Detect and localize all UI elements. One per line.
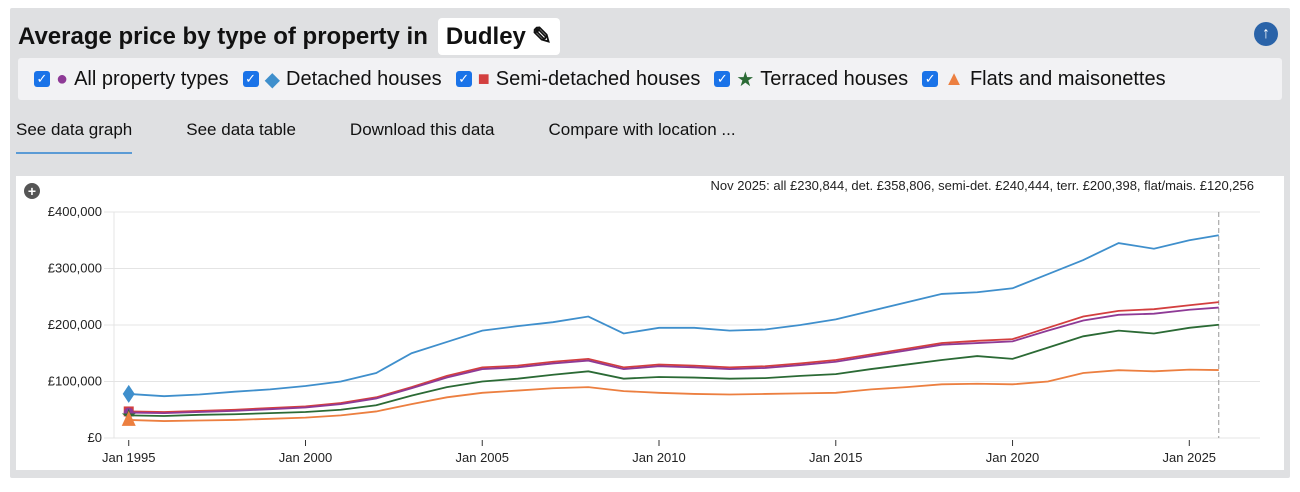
title-text: Average price by type of property in: [18, 22, 428, 50]
x-tick-label: Jan 1995: [102, 450, 156, 465]
legend-label: Terraced houses: [760, 67, 909, 90]
series-line-flats-and-maisonettes: [128, 368, 1219, 422]
zoom-plus: +: [28, 183, 36, 199]
zoom-in-icon[interactable]: [24, 183, 40, 199]
series-line-semi-detached-houses: [128, 301, 1219, 413]
circle-icon: ●: [56, 67, 69, 90]
chart-area: Nov 2025: all £230,844, det. £358,806, s…: [16, 176, 1284, 470]
location-name: Dudley: [445, 22, 526, 50]
line-chart: £0 £100,000 £200,000 £300,000 £400,000 Jan 19…: [24, 183, 1260, 465]
checkbox[interactable]: ✓: [714, 71, 731, 87]
x-tick-label: Jan 2015: [809, 450, 863, 465]
page-title: Average price by type of property in Dud…: [18, 18, 561, 55]
star-icon: ★: [736, 68, 755, 91]
triangle-icon: ▲: [944, 67, 964, 90]
triangle-marker: [121, 410, 136, 426]
series-line-all-property-types: [128, 306, 1219, 415]
x-tick-label: Jan 2025: [1163, 450, 1217, 465]
tab[interactable]: Download this data: [349, 120, 495, 139]
checkbox[interactable]: ✓: [242, 71, 259, 87]
legend-item[interactable]: ✓ ● All property types: [34, 68, 229, 91]
legend-label: All property types: [74, 67, 229, 90]
series-line-terraced-houses: [128, 323, 1219, 417]
chart-panel: Average price by type of property in Dud…: [10, 8, 1290, 478]
legend-label: Detached houses: [286, 67, 442, 90]
diamond-icon: ◆: [264, 68, 280, 91]
diamond-marker: [122, 384, 135, 403]
legend-label: Semi-detached houses: [495, 67, 701, 90]
legend-item[interactable]: ✓ ◆ Detached houses: [242, 67, 442, 92]
y-tick-label: £300,000: [48, 261, 102, 276]
y-tick-label: £200,000: [48, 317, 102, 332]
x-tick-label: Jan 2020: [986, 450, 1040, 465]
series-line-detached-houses: [128, 234, 1219, 398]
checkbox[interactable]: ✓: [34, 71, 50, 87]
tab[interactable]: See data table: [186, 120, 296, 139]
checkbox[interactable]: ✓: [455, 71, 472, 87]
y-tick-label: £100,000: [48, 374, 102, 389]
tab[interactable]: Compare with location ...: [548, 120, 736, 139]
location-selector[interactable]: Dudley ✎: [437, 18, 561, 55]
legend-item[interactable]: ✓ ★ Terraced houses: [714, 67, 908, 92]
legend: ✓ ● All property types ✓ ◆ Detached houses ✓ ■ S…: [18, 58, 1282, 100]
checkbox[interactable]: ✓: [922, 71, 939, 87]
hover-readout: Nov 2025: all £230,844, det. £358,806, s…: [710, 178, 1255, 193]
x-tick-label: Jan 2000: [279, 450, 333, 465]
edit-icon: ✎: [531, 23, 553, 50]
tab[interactable]: See data graph: [16, 120, 133, 154]
legend-item[interactable]: ✓ ▲ Flats and maisonettes: [922, 67, 1166, 91]
square-icon: ■: [477, 67, 490, 90]
legend-item[interactable]: ✓ ■ Semi-detached houses: [455, 67, 701, 91]
legend-label: Flats and maisonettes: [969, 67, 1166, 90]
scroll-top-icon[interactable]: ↑: [1254, 22, 1278, 46]
tabs: See data graph See data table Download thi…: [16, 120, 790, 154]
y-tick-label: £400,000: [48, 204, 102, 219]
y-tick-label: £0: [88, 430, 102, 445]
x-tick-label: Jan 2005: [456, 450, 510, 465]
x-tick-label: Jan 2010: [632, 450, 686, 465]
